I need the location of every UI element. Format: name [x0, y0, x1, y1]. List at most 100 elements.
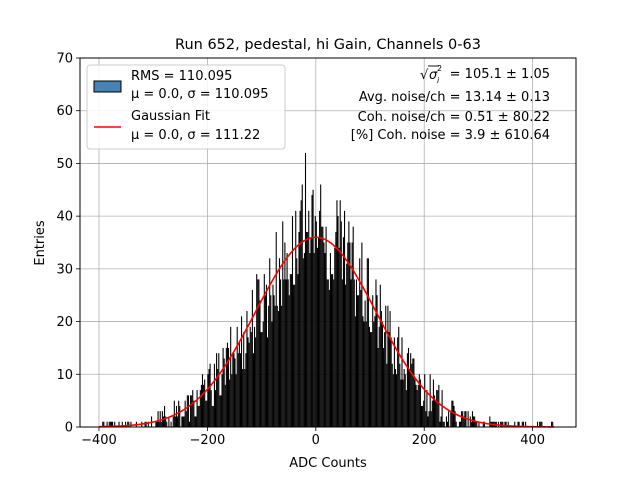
histogram-bar — [238, 342, 240, 427]
histogram-bar — [387, 305, 389, 427]
histogram-bar — [181, 416, 183, 427]
histogram-bar — [362, 316, 364, 427]
histogram-bar — [179, 405, 181, 427]
histogram-bar — [197, 405, 199, 427]
histogram-bar — [225, 347, 227, 427]
y-tick-label: 20 — [56, 315, 73, 330]
histogram-bar — [294, 284, 296, 427]
histogram-bar — [435, 400, 437, 427]
histogram-bar — [239, 353, 241, 427]
histogram-bars — [102, 152, 554, 427]
histogram-bar — [287, 279, 289, 427]
histogram-bar — [246, 311, 248, 427]
histogram-bar — [106, 421, 108, 427]
histogram-bar — [443, 421, 445, 427]
histogram-bar — [415, 384, 417, 427]
histogram-bar — [373, 321, 375, 427]
histogram-bar — [501, 421, 503, 427]
x-tick-label: −400 — [81, 433, 117, 448]
histogram-bar — [255, 337, 257, 427]
histogram-bar — [103, 421, 105, 427]
histogram-bar — [326, 279, 328, 427]
histogram-bar — [337, 216, 339, 427]
histogram-bar — [259, 300, 261, 427]
histogram-bar — [335, 231, 337, 427]
histogram-bar — [367, 258, 369, 427]
histogram-bar — [372, 295, 374, 427]
histogram-bar — [281, 305, 283, 427]
histogram-bar — [302, 258, 304, 427]
histogram-bar — [130, 421, 132, 427]
histogram-bar — [482, 421, 484, 427]
plot-frame — [79, 57, 577, 428]
histogram-bar — [450, 411, 452, 427]
histogram-bar — [237, 353, 239, 427]
histogram-bar — [316, 247, 318, 427]
histogram-bar — [124, 421, 127, 427]
histogram-bar — [191, 395, 193, 427]
histogram-bar — [109, 421, 111, 427]
histogram-bar — [309, 253, 311, 427]
histogram-bar — [454, 411, 456, 427]
histogram-bar — [264, 295, 266, 427]
histogram-bar — [473, 416, 475, 427]
histogram-bar — [355, 279, 358, 427]
histogram-bar — [390, 337, 392, 427]
histogram-bar — [375, 279, 377, 427]
histogram-bar — [313, 253, 315, 427]
histogram-bar — [290, 274, 292, 427]
histogram-bar — [185, 411, 187, 427]
histogram-bar — [418, 374, 420, 427]
histogram-bar — [438, 384, 440, 427]
histogram-bar — [278, 258, 281, 427]
histogram-bar — [349, 242, 351, 427]
histogram-bar — [436, 390, 438, 427]
histogram-bar — [183, 416, 185, 427]
histogram-bar — [300, 200, 302, 427]
legend: RMS = 110.095 μ = 0.0, σ = 110.095 Gauss… — [86, 64, 286, 150]
histogram-bar — [286, 253, 288, 427]
histogram-bar — [110, 421, 112, 427]
histogram-bar — [308, 210, 310, 427]
histogram-bar — [250, 332, 252, 427]
histogram-bar — [145, 421, 147, 427]
histogram-bar — [265, 284, 268, 427]
histogram-bar — [252, 353, 255, 427]
histogram-bar — [193, 400, 195, 427]
histogram-bar — [455, 421, 457, 427]
histogram-bar — [507, 421, 509, 427]
histogram-bar — [295, 210, 297, 427]
histogram-bar — [270, 295, 272, 427]
y-tick-label: 70 — [56, 52, 73, 67]
histogram-bar — [363, 321, 365, 427]
histogram-bar — [178, 400, 180, 427]
histogram-bar — [348, 221, 350, 427]
histogram-bar — [320, 184, 322, 427]
histogram-bar — [518, 421, 520, 427]
histogram-bar — [222, 347, 224, 427]
histogram-bar — [539, 421, 541, 427]
histogram-bar — [525, 421, 527, 427]
histogram-bar — [200, 384, 202, 427]
histogram-bar — [170, 421, 172, 427]
histogram-bar — [158, 421, 160, 427]
histogram-bar — [448, 411, 450, 427]
histogram-bar — [226, 342, 228, 427]
histogram-bar — [409, 369, 411, 427]
histogram-bar — [188, 421, 191, 427]
stats-annotations: √ σ i 2 = 105.1 ± 1.05 Avg. noise/ch = 1… — [351, 64, 550, 143]
histogram-bar — [365, 321, 367, 427]
histogram-bar — [521, 421, 523, 427]
histogram-bar — [114, 421, 116, 427]
histogram-bar — [223, 358, 225, 427]
histogram-bar — [419, 379, 421, 427]
histogram-bar — [172, 416, 174, 427]
histogram-bar — [166, 421, 168, 427]
histogram-bar — [471, 411, 474, 427]
histogram-bar — [380, 311, 382, 427]
histogram-bar — [203, 384, 205, 427]
histogram-bar — [282, 221, 284, 427]
histogram-bar — [429, 374, 431, 427]
histogram-bar — [426, 390, 428, 427]
x-tick-label: 200 — [412, 433, 437, 448]
